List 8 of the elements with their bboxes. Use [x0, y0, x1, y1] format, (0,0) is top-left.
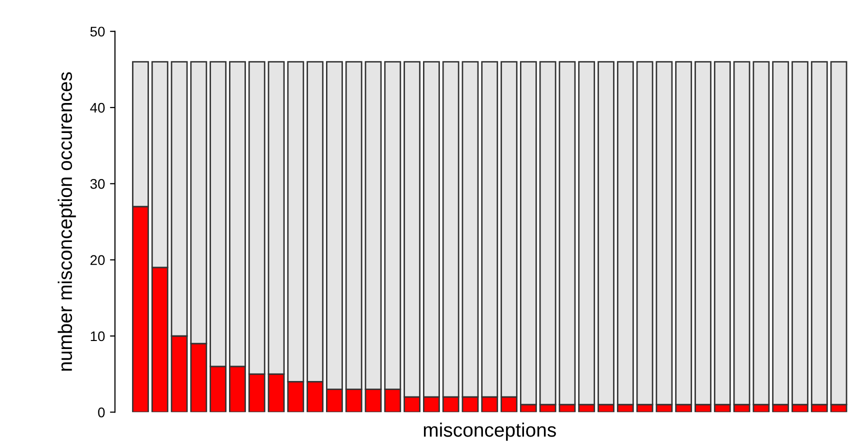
y-tick-label: 0: [98, 407, 105, 418]
y-tick-label: 50: [90, 26, 105, 37]
y-tick-label: 40: [90, 102, 105, 113]
x-axis-title: misconceptions: [424, 422, 556, 441]
y-tick-label: 20: [90, 255, 105, 266]
y-axis-title: number misconception occurences: [58, 72, 76, 371]
y-tick-label: 10: [90, 331, 105, 342]
y-tick-label: 30: [90, 179, 105, 189]
